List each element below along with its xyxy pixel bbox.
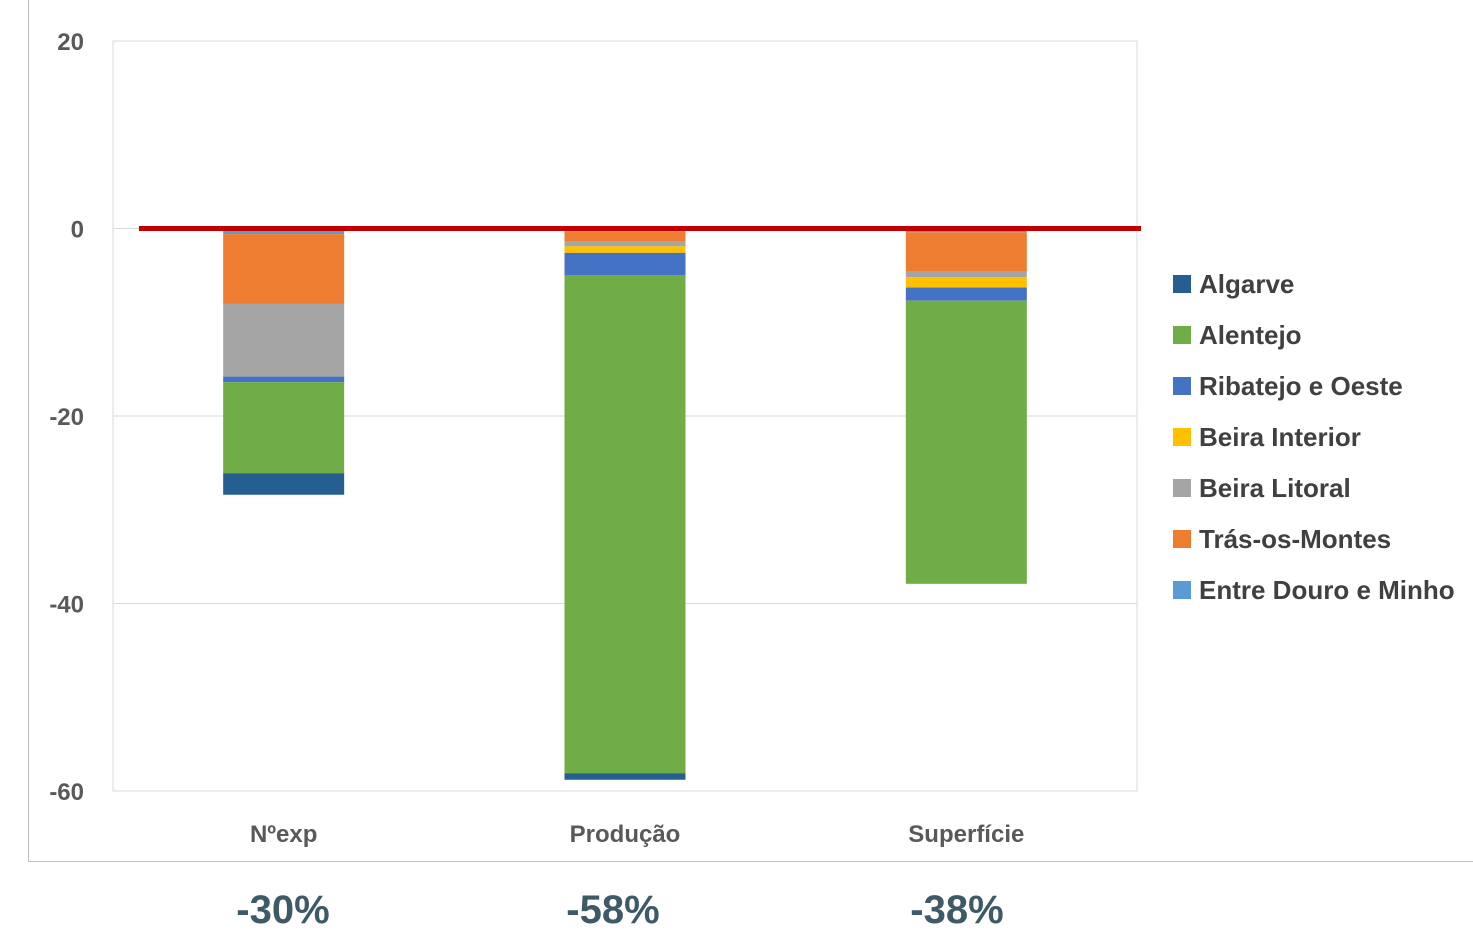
- total-nexp: -30%: [236, 888, 330, 932]
- y-axis-ticks: 20 0 -20 -40 -60: [49, 29, 84, 806]
- legend: Algarve Alentejo Ribatejo e Oeste Beira Int…: [1173, 269, 1455, 605]
- legend-swatch-entre-douro-e-minho: [1173, 581, 1191, 599]
- bar-tras-os-montes-n-exp: [223, 234, 345, 304]
- legend-swatch-ribatejo-e-oeste: [1173, 377, 1191, 395]
- y-tick-label: -60: [49, 779, 84, 806]
- legend-swatch-tras-os-montes: [1173, 530, 1191, 548]
- bars: [223, 228, 1027, 780]
- legend-swatch-beira-litoral: [1173, 479, 1191, 497]
- chart-frame: [28, 0, 1473, 862]
- legend-swatch-alentejo: [1173, 326, 1191, 344]
- legend-label-beira-interior: Beira Interior: [1199, 422, 1361, 452]
- bar-ribatejo-e-oeste-n-exp: [223, 376, 345, 383]
- bar-ribatejo-e-oeste-superficie: [905, 287, 1027, 301]
- bar-beira-litoral-n-exp: [223, 303, 345, 377]
- total-superficie: -38%: [910, 888, 1004, 932]
- y-tick-label: -20: [49, 404, 84, 431]
- legend-label-tras-os-montes: Trás-os-Montes: [1199, 524, 1391, 554]
- x-tick-label: Superfície: [908, 821, 1024, 848]
- bar-tras-os-montes-producao: [564, 231, 686, 242]
- legend-label-entre-douro-e-minho: Entre Douro e Minho: [1199, 575, 1455, 605]
- x-axis-ticks: Nºexp Produção Superfície: [250, 821, 1024, 848]
- bar-beira-litoral-producao: [564, 241, 686, 247]
- bar-ribatejo-e-oeste-producao: [564, 252, 686, 276]
- legend-label-ribatejo-e-oeste: Ribatejo e Oeste: [1199, 371, 1403, 401]
- y-tick-label: 0: [71, 217, 84, 244]
- bar-entre-douro-e-minho-n-exp: [223, 228, 345, 235]
- y-tick-label: 20: [57, 29, 84, 56]
- x-tick-label: Produção: [570, 821, 681, 848]
- bar-alentejo-n-exp: [223, 382, 345, 474]
- total-producao: -58%: [566, 888, 660, 932]
- legend-swatch-algarve: [1173, 275, 1191, 293]
- legend-swatch-beira-interior: [1173, 428, 1191, 446]
- y-tick-label: -40: [49, 592, 84, 619]
- bar-alentejo-superficie: [905, 300, 1027, 584]
- plot-area: [112, 40, 1138, 792]
- legend-label-alentejo: Alentejo: [1199, 320, 1302, 350]
- bar-alentejo-producao: [564, 275, 686, 774]
- bar-beira-litoral-superficie: [905, 271, 1027, 278]
- bar-beira-interior-superficie: [905, 277, 1027, 288]
- bar-algarve-producao: [564, 773, 686, 780]
- legend-label-beira-litoral: Beira Litoral: [1199, 473, 1351, 503]
- bar-beira-interior-producao: [564, 246, 686, 253]
- legend-label-algarve: Algarve: [1199, 269, 1294, 299]
- bar-tras-os-montes-superficie: [905, 232, 1027, 272]
- bar-algarve-n-exp: [223, 473, 345, 495]
- x-tick-label: Nºexp: [250, 821, 317, 848]
